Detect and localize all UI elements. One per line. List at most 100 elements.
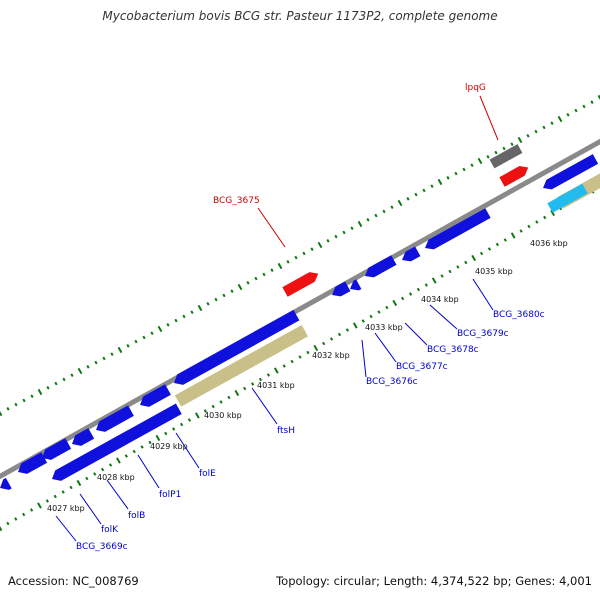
outer-tick xyxy=(566,113,570,117)
inner-tick xyxy=(266,373,271,377)
inner-tick xyxy=(487,247,492,251)
outer-tick xyxy=(406,197,410,201)
inner-tick xyxy=(543,215,547,220)
accession-text: Accession: NC_008769 xyxy=(8,574,139,588)
inner-tick xyxy=(510,232,516,239)
inner-tick xyxy=(503,238,507,242)
inner-tick xyxy=(243,386,247,391)
leader-line xyxy=(374,332,397,363)
gene-label[interactable]: BCG_3675 xyxy=(213,196,260,206)
inner-tick xyxy=(124,454,128,458)
gene-label[interactable]: BCG_3677c xyxy=(396,362,448,372)
gene-label[interactable]: folB xyxy=(128,511,145,521)
outer-tick xyxy=(6,407,10,411)
inner-tick xyxy=(431,277,437,284)
scale-tick-label: 4028 kbp xyxy=(97,473,135,482)
outer-tick xyxy=(462,167,466,172)
leader-line xyxy=(472,278,494,311)
outer-tick xyxy=(446,176,450,180)
outer-tick xyxy=(557,115,563,123)
outer-tick xyxy=(237,283,243,291)
outer-tick xyxy=(30,394,34,398)
scale-tick-label: 4032 kbp xyxy=(312,351,350,360)
inner-tick xyxy=(385,305,389,310)
leader-line xyxy=(55,515,77,542)
outer-tick xyxy=(470,163,474,167)
outer-tick xyxy=(102,356,106,361)
inner-tick xyxy=(45,499,49,503)
inner-tick xyxy=(227,395,231,400)
gene-label[interactable]: folK xyxy=(101,525,119,535)
inner-tick xyxy=(116,457,121,464)
gene-glyph xyxy=(18,452,48,474)
inner-tick xyxy=(164,431,168,436)
inner-tick xyxy=(76,479,82,487)
inner-tick xyxy=(361,319,365,323)
scale-tick-label: 4034 kbp xyxy=(421,295,459,304)
outer-tick xyxy=(382,209,386,214)
scale-tick-label: 4027 kbp xyxy=(47,504,85,513)
inner-tick xyxy=(69,485,73,490)
label-leaders xyxy=(55,95,499,542)
gene-glyph xyxy=(543,154,599,190)
outer-tick xyxy=(182,314,186,319)
outer-tick xyxy=(357,220,363,228)
gene-label[interactable]: BCG_3669c xyxy=(76,542,128,552)
inner-tick xyxy=(527,224,531,229)
gene-label[interactable]: folP1 xyxy=(159,490,181,500)
inner-tick xyxy=(37,502,42,509)
outer-tick xyxy=(134,339,138,344)
leader-line xyxy=(175,432,200,469)
gene-label[interactable]: folE xyxy=(199,469,216,479)
scale-tick-label: 4033 kbp xyxy=(365,323,403,332)
outer-tick xyxy=(366,218,370,222)
leader-line xyxy=(404,322,428,346)
outer-tick xyxy=(350,226,354,230)
outer-tick xyxy=(334,234,338,239)
gene-glyph-red xyxy=(499,166,529,187)
gene-label[interactable]: BCG_3680c xyxy=(493,310,545,320)
inner-tick xyxy=(172,427,176,431)
outer-tick xyxy=(54,381,58,386)
inner-tick xyxy=(29,508,34,512)
outer-tick xyxy=(374,213,378,218)
inner-tick xyxy=(14,517,18,521)
inner-tick xyxy=(211,404,215,409)
outer-tick xyxy=(534,129,538,134)
outer-tick xyxy=(486,155,490,159)
outer-tick xyxy=(310,247,314,251)
outer-tick xyxy=(174,318,178,323)
outer-tick xyxy=(70,373,74,377)
outer-tick xyxy=(126,344,130,348)
khaki-region xyxy=(174,325,308,407)
outer-tick xyxy=(270,268,274,272)
scale-tick-label: 4029 kbp xyxy=(150,442,188,451)
gene-label[interactable]: BCG_3678c xyxy=(427,345,479,355)
tick-track-inner xyxy=(0,184,600,532)
gene-glyph xyxy=(72,428,95,446)
inner-tick xyxy=(416,287,421,292)
inner-tick xyxy=(155,434,161,442)
outer-tick xyxy=(317,241,323,249)
gene-glyph xyxy=(425,208,491,250)
gene-label[interactable]: ftsH xyxy=(277,426,295,436)
inner-tick xyxy=(369,314,373,319)
inner-tick xyxy=(93,472,97,476)
outer-tick xyxy=(206,302,210,306)
inner-tick xyxy=(179,422,184,427)
tick-track-outer xyxy=(0,94,600,417)
outer-tick xyxy=(494,150,498,155)
gene-glyph-light xyxy=(547,183,588,213)
gene-glyph xyxy=(402,246,421,262)
inner-tick xyxy=(352,322,358,329)
gene-label[interactable]: BCG_3679c xyxy=(457,329,509,339)
gene-label[interactable]: lpqG xyxy=(465,83,486,93)
inner-tick xyxy=(108,463,113,467)
inner-tick xyxy=(0,524,3,532)
inner-tick xyxy=(85,476,89,481)
outer-tick xyxy=(582,104,586,109)
gene-label[interactable]: BCG_3676c xyxy=(366,377,418,387)
scale-tick-label: 4036 kbp xyxy=(530,239,568,248)
outer-tick xyxy=(302,251,306,256)
